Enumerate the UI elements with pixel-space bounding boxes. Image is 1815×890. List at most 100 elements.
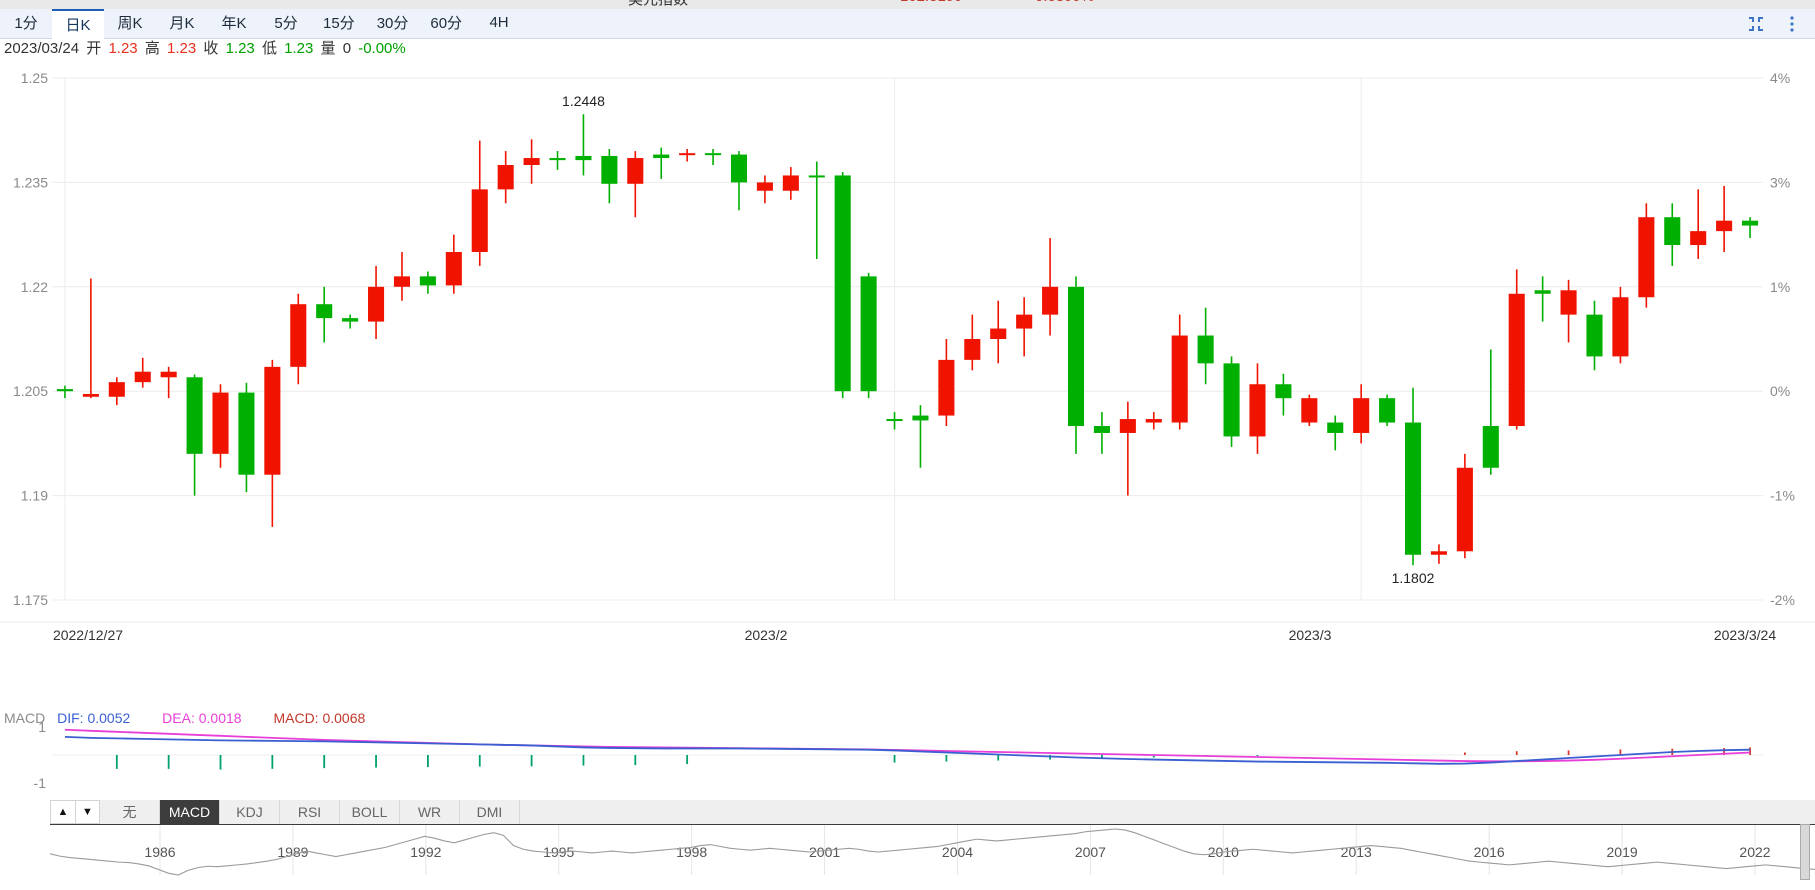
indicator-tab-row: ▲ ▼ 无 MACD KDJ RSI BOLL WR DMI	[50, 800, 1815, 824]
macd-name-label: MACD	[4, 710, 46, 726]
candlestick	[912, 405, 929, 468]
indicator-label: KDJ	[236, 804, 263, 820]
overview-year-label: 1992	[410, 844, 441, 860]
candlestick	[808, 161, 825, 259]
candlestick	[56, 385, 73, 399]
macd-canvas[interactable]: 1 -1	[0, 712, 1815, 800]
macd-dif-value: DIF: 0.0052	[57, 710, 131, 726]
ohlc-high-value: 1.23	[167, 40, 197, 57]
overview-year-label: 2007	[1075, 844, 1106, 860]
indicator-tab-macd[interactable]: MACD	[160, 800, 220, 824]
macd-y-tick-top: 1	[38, 719, 46, 735]
candlestick	[1534, 276, 1551, 322]
macd-macd-value: MACD: 0.0068	[273, 710, 366, 726]
ohlc-low-value: 1.23	[284, 40, 314, 57]
tab-label: 30分	[376, 15, 409, 32]
candlestick	[964, 314, 981, 371]
candlestick	[1430, 544, 1447, 564]
candlestick-canvas[interactable]: 1.25 4% 1.235 3% 1.22 1% 1.205 0% 1.19 -1% 1.175 -2…	[0, 60, 1815, 700]
tab-1min[interactable]: 1分	[0, 9, 52, 38]
indicator-tab-none[interactable]: 无	[100, 800, 160, 824]
y-axis-left-tick: 1.19	[21, 488, 48, 504]
overview-canvas[interactable]: 1986 1989 1992 1995 1998 2001 2004 2007 2010 2013…	[50, 825, 1815, 885]
candlestick	[730, 151, 748, 211]
tab-label: 日K	[65, 16, 91, 34]
candlestick	[316, 286, 333, 343]
indicator-tab-rsi[interactable]: RSI	[280, 800, 340, 824]
candlestick	[1042, 238, 1059, 336]
index-name: 美元指数	[628, 0, 688, 9]
candlestick	[445, 234, 462, 294]
x-axis-tick: 2023/3	[1289, 627, 1332, 643]
macd-panel[interactable]: MACD DIF: 0.0052 DEA: 0.0018 MACD: 0.006…	[0, 710, 1815, 800]
tab-yearly[interactable]: 年K	[208, 9, 260, 38]
tab-weekly[interactable]: 周K	[104, 9, 156, 38]
indicator-prev-arrow-up-icon[interactable]: ▲	[50, 800, 75, 824]
indicator-row-spacer	[520, 800, 1815, 824]
candlestick	[782, 167, 799, 200]
overview-range-handle-right[interactable]	[1800, 824, 1810, 880]
candlestick	[1586, 300, 1603, 371]
candlestick	[886, 412, 903, 430]
tab-label: 周K	[117, 15, 143, 32]
overview-year-label: 2016	[1474, 844, 1505, 860]
history-overview[interactable]: 1986 1989 1992 1995 1998 2001 2004 2007 2010 2013…	[50, 824, 1815, 884]
candlestick	[1119, 401, 1136, 496]
candlestick	[1016, 297, 1033, 357]
candlestick	[1690, 189, 1707, 259]
candlestick	[601, 148, 618, 204]
candlestick	[108, 377, 125, 406]
y-axis-left-tick: 1.22	[21, 279, 48, 295]
candlestick	[1093, 412, 1110, 454]
more-vertical-icon[interactable]	[1781, 13, 1803, 35]
y-axis-left-tick: 1.205	[13, 383, 48, 399]
indicator-label: RSI	[297, 804, 322, 820]
ohlc-info-bar: 2023/03/24 开 1.23 高 1.23 收 1.23 低 1.23 量…	[0, 39, 1815, 59]
indicator-tab-dmi[interactable]: DMI	[460, 800, 520, 824]
tab-15min[interactable]: 15分	[312, 9, 366, 38]
price-chart[interactable]: 1.25 4% 1.235 3% 1.22 1% 1.205 0% 1.19 -1% 1.175 -2…	[0, 60, 1815, 700]
indicator-tab-kdj[interactable]: KDJ	[220, 800, 280, 824]
candlestick	[1742, 217, 1759, 239]
tab-monthly[interactable]: 月K	[156, 9, 208, 38]
overview-year-label: 2022	[1739, 844, 1770, 860]
candlestick	[134, 357, 151, 388]
candlestick	[419, 271, 436, 294]
indicator-next-arrow-down-icon[interactable]: ▼	[75, 800, 100, 824]
candlestick	[1456, 453, 1473, 559]
tab-label: 月K	[169, 15, 195, 32]
y-axis-right-tick: -1%	[1770, 488, 1795, 504]
indicator-label: WR	[417, 804, 442, 820]
candlestick	[860, 272, 877, 399]
tab-label: 年K	[221, 15, 247, 32]
candlestick	[1379, 394, 1396, 426]
x-axis-tick: 2023/3/24	[1714, 627, 1776, 643]
candlestick	[238, 382, 255, 493]
tab-60min[interactable]: 60分	[419, 9, 473, 38]
tab-label: 1分	[14, 15, 38, 32]
header-actions	[1745, 9, 1815, 38]
indicator-tab-boll[interactable]: BOLL	[340, 800, 400, 824]
overview-year-label: 1986	[144, 844, 175, 860]
candlestick	[497, 151, 514, 204]
candlestick	[1664, 203, 1681, 266]
candlestick	[1275, 373, 1292, 416]
candlestick	[523, 139, 540, 184]
x-axis-tick: 2022/12/27	[53, 627, 123, 643]
tab-30min[interactable]: 30分	[366, 9, 420, 38]
collapse-icon[interactable]	[1745, 13, 1767, 35]
arrow-up-glyph: ▲	[57, 806, 69, 818]
tab-label: 15分	[323, 15, 355, 32]
ohlc-change-pct: -0.00%	[358, 40, 406, 57]
candlestick	[368, 265, 385, 339]
tab-4h[interactable]: 4H	[473, 9, 525, 38]
candlestick	[264, 359, 281, 527]
indicator-label: BOLL	[351, 804, 388, 820]
indicator-tab-wr[interactable]: WR	[400, 800, 460, 824]
ohlc-low-label: 低	[261, 40, 277, 57]
tab-daily[interactable]: 日K	[52, 9, 104, 39]
ohlc-volume-label: 量	[320, 40, 336, 57]
ohlc-volume-value: 0	[342, 40, 352, 57]
tab-5min[interactable]: 5分	[260, 9, 312, 38]
